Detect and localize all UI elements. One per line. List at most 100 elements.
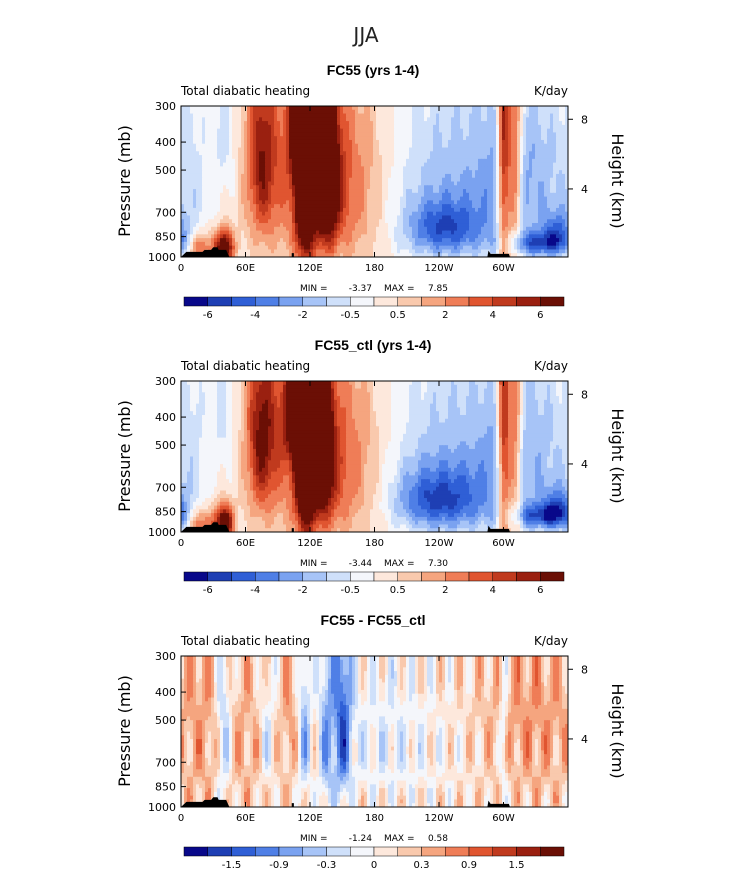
heatmap-cell [307, 155, 311, 160]
heatmap-cell [370, 200, 374, 205]
heatmap-cell [424, 109, 428, 115]
heatmap-cell [448, 158, 452, 164]
heatmap-cell [484, 189, 488, 194]
heatmap-cell [421, 117, 425, 122]
heatmap-cell [502, 230, 506, 235]
heatmap-cell [247, 155, 251, 160]
heatmap-cell [361, 249, 365, 254]
heatmap-cell [418, 241, 422, 247]
heatmap-cell [211, 121, 215, 126]
heatmap-cell [313, 106, 317, 111]
heatmap-cell [535, 132, 539, 137]
heatmap-cell [208, 113, 212, 118]
heatmap-cell [397, 117, 401, 122]
heatmap-cell [451, 192, 455, 198]
heatmap-cell [400, 166, 404, 171]
heatmap-cell [517, 132, 521, 137]
heatmap-cell [205, 147, 209, 152]
heatmap-cell [193, 241, 197, 247]
heatmap-cell [442, 155, 446, 160]
heatmap-cell [370, 226, 374, 232]
heatmap-cell [508, 219, 512, 224]
heatmap-cell [451, 124, 455, 130]
heatmap-cell [367, 238, 371, 243]
heatmap-cell [298, 200, 302, 205]
heatmap-cell [550, 241, 554, 247]
heatmap-cell [226, 162, 230, 168]
heatmap-cell [523, 128, 527, 134]
heatmap-cell [397, 162, 401, 168]
heatmap-cell [181, 245, 185, 251]
heatmap-cell [256, 113, 260, 118]
heatmap-cell [316, 192, 320, 198]
heatmap-cell [529, 128, 533, 134]
heatmap-cell [517, 136, 521, 141]
heatmap-cell [361, 185, 365, 190]
heatmap-cell [454, 223, 458, 228]
heatmap-cell [487, 109, 491, 115]
heatmap-cell [226, 234, 230, 239]
heatmap-cell [394, 136, 398, 141]
heatmap-cell [481, 189, 485, 194]
heatmap-cell [385, 185, 389, 190]
heatmap-cell [547, 173, 551, 179]
heatmap-cell [286, 170, 290, 175]
heatmap-cell [562, 155, 566, 160]
heatmap-cell [382, 155, 386, 160]
heatmap-cell [523, 189, 527, 194]
heatmap-cell [274, 196, 278, 201]
heatmap-cell [316, 124, 320, 130]
heatmap-cell [460, 241, 464, 247]
heatmap-cell [211, 189, 215, 194]
heatmap-cell [277, 124, 281, 130]
heatmap-cell [391, 136, 395, 141]
heatmap-cell [412, 124, 416, 130]
heatmap-cell [526, 200, 530, 205]
heatmap-cell [256, 177, 260, 183]
heatmap-cell [190, 121, 194, 126]
heatmap-cell [358, 158, 362, 164]
heatmap-cell [433, 170, 437, 175]
heatmap-cell [445, 200, 449, 205]
heatmap-cell [370, 106, 374, 111]
heatmap-cell [559, 196, 563, 201]
heatmap-cell [319, 173, 323, 179]
heatmap-cell [253, 124, 257, 130]
heatmap-cell [232, 155, 236, 160]
heatmap-cell [229, 241, 233, 247]
heatmap-cell [271, 181, 275, 186]
heatmap-cell [196, 241, 200, 247]
heatmap-cell [202, 185, 206, 190]
heatmap-cell [268, 189, 272, 194]
heatmap-cell [292, 185, 296, 190]
heatmap-cell [403, 177, 407, 183]
heatmap-cell [277, 128, 281, 134]
heatmap-cell [448, 155, 452, 160]
heatmap-cell [340, 147, 344, 152]
heatmap-cell [361, 245, 365, 251]
heatmap-cell [226, 117, 230, 122]
heatmap-cell [310, 249, 314, 254]
heatmap-cell [298, 155, 302, 160]
heatmap-cell [565, 189, 568, 194]
heatmap-cell [562, 192, 566, 198]
heatmap-cell [400, 143, 404, 149]
heatmap-cell [385, 215, 389, 220]
heatmap-cell [442, 132, 446, 137]
heatmap-cell [274, 245, 278, 251]
heatmap-cell [322, 189, 326, 194]
heatmap-cell [304, 155, 308, 160]
heatmap-cell [550, 162, 554, 168]
heatmap-cell [319, 226, 323, 232]
heatmap-cell [550, 185, 554, 190]
heatmap-cell [442, 215, 446, 220]
heatmap-cell [232, 189, 236, 194]
heatmap-cell [202, 177, 206, 183]
heatmap-cell [481, 158, 485, 164]
heatmap-cell [448, 211, 452, 217]
heatmap-cell [247, 177, 251, 183]
heatmap-cell [181, 143, 185, 149]
heatmap-cell [235, 207, 239, 213]
heatmap-cell [490, 189, 494, 194]
heatmap-cell [286, 173, 290, 179]
